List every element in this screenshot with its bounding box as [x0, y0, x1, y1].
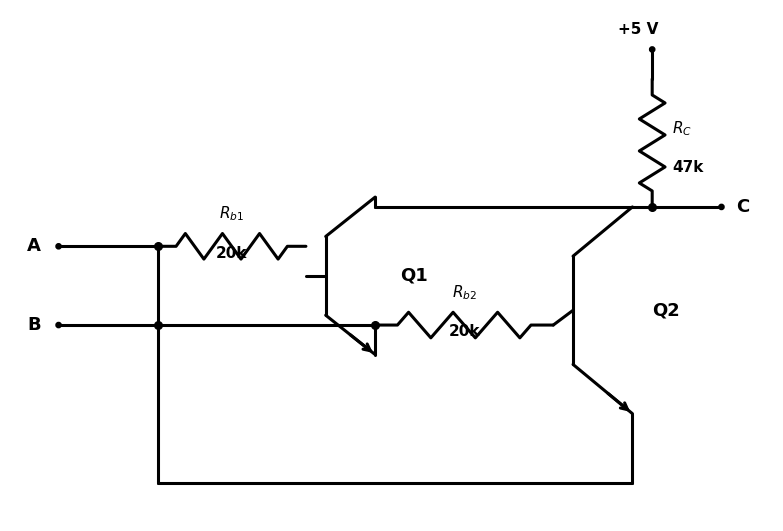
Text: 20k: 20k — [216, 246, 247, 261]
Text: $R_{b1}$: $R_{b1}$ — [219, 204, 244, 223]
Text: B: B — [27, 316, 41, 334]
Text: $R_C$: $R_C$ — [672, 119, 692, 138]
Text: C: C — [736, 198, 749, 216]
Text: 20k: 20k — [449, 324, 480, 339]
Text: $R_{b2}$: $R_{b2}$ — [452, 283, 477, 302]
Text: Q1: Q1 — [400, 267, 428, 285]
Text: Q2: Q2 — [652, 301, 680, 319]
Text: 47k: 47k — [672, 160, 703, 175]
Text: A: A — [27, 237, 41, 255]
Text: +5 V: +5 V — [618, 22, 658, 37]
